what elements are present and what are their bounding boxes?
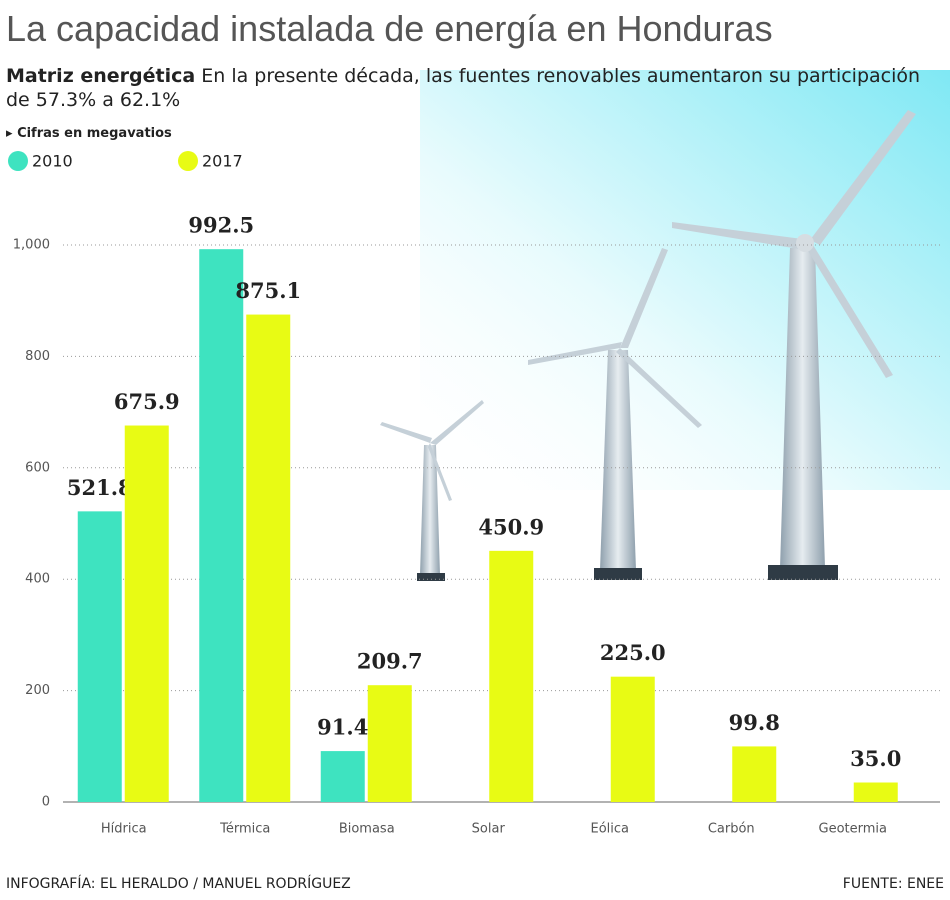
legend-label: 2010: [32, 152, 73, 171]
bar: [610, 676, 655, 802]
bar: [489, 550, 534, 802]
data-label: 225.0: [600, 640, 666, 665]
data-label: 91.4: [317, 715, 368, 740]
unit-note-text: Cifras en megavatios: [17, 126, 172, 141]
y-tick-label: 200: [25, 683, 50, 698]
bar: [853, 782, 898, 802]
bar: [732, 746, 777, 802]
data-label: 875.1: [235, 278, 301, 303]
data-label: 521.8: [67, 475, 133, 500]
data-label: 209.7: [357, 649, 423, 674]
x-tick-label: Geotermia: [819, 822, 887, 837]
footer-left: INFOGRAFÍA: EL HERALDO / MANUEL RODRÍGUE…: [6, 876, 351, 892]
legend-swatch: [8, 151, 28, 171]
y-tick-label: 800: [25, 349, 50, 364]
data-label: 992.5: [188, 213, 254, 238]
x-tick-label: Térmica: [219, 822, 270, 837]
subtitle: Matriz energética En la presente década,…: [6, 64, 946, 112]
wind-turbines: [380, 110, 916, 581]
bar: [77, 511, 122, 802]
footer-right: FUENTE: ENEE: [842, 876, 944, 892]
bar: [320, 751, 365, 802]
x-tick-label: Carbón: [708, 822, 755, 837]
bar: [124, 425, 169, 802]
bar: [199, 249, 244, 803]
background-sky: [420, 70, 950, 490]
y-tick-label: 400: [25, 572, 50, 587]
y-tick-label: 0: [42, 795, 50, 810]
y-tick-label: 1,000: [13, 238, 50, 253]
bar: [367, 685, 412, 802]
data-label: 35.0: [850, 746, 901, 771]
x-tick-label: Biomasa: [339, 822, 395, 837]
data-label: 675.9: [114, 389, 180, 414]
data-label: 450.9: [478, 514, 544, 539]
bar: [246, 314, 291, 802]
subtitle-bold: Matriz energética: [6, 65, 196, 87]
legend-swatch: [178, 151, 198, 171]
y-tick-label: 600: [25, 460, 50, 475]
subtitle-text: En la presente década, las fuentes renov…: [6, 65, 921, 111]
unit-note: ▸ Cifras en megavatios: [6, 126, 172, 141]
x-tick-label: Hídrica: [101, 822, 147, 837]
x-tick-label: Eólica: [590, 822, 629, 837]
chart-title: La capacidad instalada de energía en Hon…: [6, 8, 773, 49]
legend-label: 2017: [202, 152, 243, 171]
x-tick-label: Solar: [472, 822, 506, 837]
data-label: 99.8: [729, 710, 780, 735]
